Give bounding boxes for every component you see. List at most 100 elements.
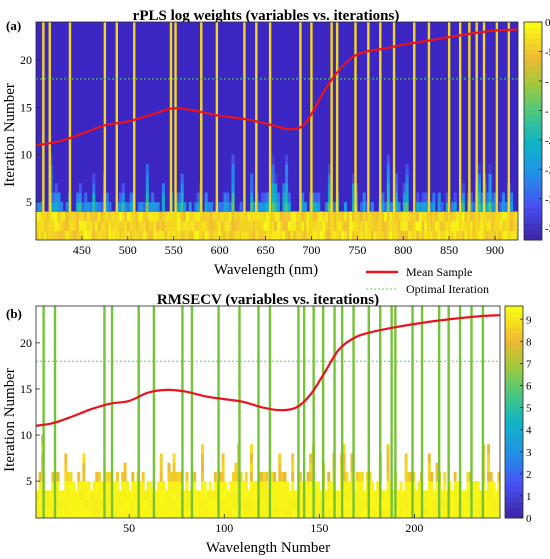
bright-column	[310, 22, 313, 240]
x-tick-label: 150	[310, 521, 328, 535]
heatmap-cell	[515, 211, 518, 222]
heatmap-cell	[404, 481, 408, 491]
bright-column	[110, 306, 114, 518]
heatmap-cell	[191, 211, 195, 222]
heatmap-cell	[434, 221, 439, 231]
heatmap-cell	[137, 230, 141, 240]
colorbar-tick-label: 9	[526, 314, 532, 326]
heatmap-cell	[175, 192, 179, 203]
heatmap-cell	[131, 499, 135, 510]
heatmap-cell	[113, 499, 117, 510]
heatmap-cell	[69, 508, 73, 518]
heatmap-cell	[200, 508, 204, 518]
axes-frame	[35, 305, 501, 519]
heatmap-cell	[456, 499, 460, 510]
heatmap-cell	[60, 230, 64, 240]
heatmap-cell	[260, 192, 265, 203]
heatmap-cell	[105, 221, 109, 231]
colorbar-segment	[524, 98, 542, 105]
heatmap-cell	[92, 221, 96, 231]
heatmap-cell	[200, 490, 204, 500]
heatmap-cell	[260, 230, 265, 240]
heatmap-cell	[504, 202, 508, 212]
heatmap-cell	[434, 211, 439, 222]
heatmap-cell	[422, 508, 426, 518]
heatmap-cell	[464, 211, 468, 222]
heatmap-cell	[69, 490, 73, 500]
colorbar-segment	[524, 65, 542, 72]
colorbar-segment	[505, 348, 523, 355]
heatmap-cell	[427, 499, 431, 510]
heatmap-cell	[309, 471, 313, 482]
heatmap-cell	[263, 230, 267, 240]
bright-column	[257, 306, 260, 518]
heatmap-cell	[108, 508, 112, 518]
heatmap-cell	[249, 471, 253, 482]
heatmap-cell	[365, 211, 369, 222]
heatmap-cell	[396, 490, 400, 500]
heatmap-cell	[118, 490, 122, 500]
heatmap-cell	[185, 471, 189, 482]
heatmap-cell	[286, 508, 290, 518]
heatmap-cell	[266, 230, 270, 240]
bright-column	[413, 22, 416, 240]
heatmap-cell	[399, 490, 403, 500]
heatmap-cell	[218, 230, 222, 240]
heatmap-cell	[404, 462, 408, 473]
heatmap-cell	[51, 490, 55, 500]
heatmap-cell	[265, 471, 269, 482]
heatmap-cell	[429, 211, 433, 222]
heatmap-cell	[223, 230, 227, 240]
heatmap-cell	[437, 221, 441, 231]
colorbar-segment	[524, 120, 542, 127]
heatmap-cell	[255, 508, 259, 518]
heatmap-cell	[509, 221, 514, 231]
colorbar-segment	[505, 449, 523, 455]
heatmap-cell	[270, 508, 274, 518]
colorbar-segment	[505, 417, 523, 424]
heatmap-cell	[151, 230, 155, 240]
heatmap-cell	[314, 230, 318, 240]
x-tick-label: 700	[302, 243, 320, 257]
heatmap-cell	[195, 490, 199, 500]
heatmap-cell	[286, 499, 290, 510]
heatmap-cell	[234, 211, 238, 222]
heatmap-cell	[231, 471, 235, 482]
heatmap-cell	[60, 211, 64, 222]
heatmap-cell	[376, 499, 380, 510]
heatmap-cell	[73, 211, 77, 222]
bright-column	[169, 22, 173, 240]
heatmap-cell	[346, 221, 350, 231]
heatmap-cell	[386, 211, 390, 222]
heatmap-cell	[51, 499, 55, 510]
colorbar-segment	[505, 390, 523, 397]
heatmap-cell	[148, 211, 152, 222]
heatmap-cell	[146, 481, 150, 491]
heatmap-cell	[250, 221, 254, 231]
heatmap-cell	[157, 481, 161, 491]
heatmap-cell	[362, 221, 366, 231]
heatmap-cell	[345, 490, 349, 500]
heatmap-cell	[78, 202, 82, 212]
heatmap-cell	[425, 490, 429, 500]
colorbar-segment	[505, 316, 523, 323]
heatmap-cell	[443, 508, 447, 518]
heatmap-cell	[351, 230, 356, 240]
heatmap-cell	[277, 211, 281, 222]
heatmap-cell	[504, 230, 508, 240]
bright-column	[42, 306, 45, 518]
heatmap-cell	[154, 490, 158, 500]
heatmap-cell	[386, 490, 390, 500]
heatmap-cell	[54, 183, 58, 194]
heatmap-cell	[266, 192, 270, 203]
heatmap-cell	[317, 202, 321, 212]
heatmap-cell	[322, 230, 326, 240]
heatmap-cell	[427, 462, 431, 473]
heatmap-cell	[386, 230, 390, 240]
heatmap-cell	[271, 183, 275, 194]
heatmap-cell	[451, 490, 454, 500]
heatmap-cell	[509, 202, 514, 212]
heatmap-cell	[484, 490, 488, 500]
heatmap-cell	[118, 499, 122, 510]
colorbar-segment	[505, 443, 523, 450]
